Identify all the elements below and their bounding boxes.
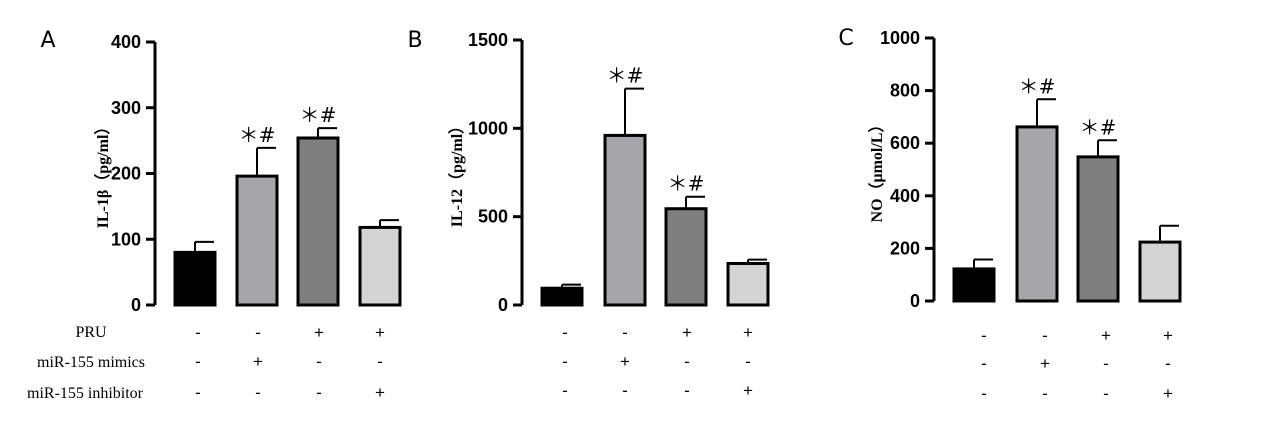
bar (1076, 155, 1120, 303)
condition-sign: - (195, 383, 201, 402)
y-tick-label: 200 (111, 164, 141, 184)
condition-sign: - (195, 352, 201, 371)
y-axis-label: IL-12（pg/ml） (448, 118, 466, 227)
condition-sign: + (1163, 326, 1173, 345)
y-tick-label: 300 (111, 98, 141, 118)
bar (952, 267, 996, 303)
condition-sign: - (622, 323, 628, 342)
y-tick-label: 1500 (468, 30, 508, 50)
significance-mark: ＊# (239, 123, 276, 147)
y-tick-label: 600 (890, 133, 920, 153)
panel-b: B 0 500 1000 1500 IL-12（pg/ml） ＊# ＊# - - + + - + - - - - -… (407, 28, 770, 400)
bar (173, 250, 217, 307)
condition-sign: - (684, 381, 690, 400)
bar (603, 133, 647, 307)
condition-sign: + (1163, 384, 1173, 403)
condition-row-label: miR-155 mimics (37, 354, 145, 371)
condition-sign: - (981, 384, 987, 403)
condition-sign: + (375, 323, 385, 342)
significance-mark: ＊# (1019, 74, 1056, 98)
condition-sign: - (1042, 326, 1048, 345)
condition-sign: - (195, 323, 201, 342)
y-tick-label: 400 (890, 186, 920, 206)
y-tick-label: 400 (111, 32, 141, 52)
bar (358, 225, 402, 307)
condition-row-label: PRU (75, 324, 107, 341)
y-tick-label: 500 (478, 207, 508, 227)
bar (1138, 240, 1182, 303)
significance-mark: ＊# (300, 103, 337, 127)
y-axis-label: IL-1β（pg/ml） (94, 119, 112, 229)
bar (664, 207, 708, 307)
panel-a: A 0 100 200 300 400 IL-1β（pg/ml） ＊# ＊# - - + + - + - - - -… (40, 28, 402, 402)
condition-sign: - (1042, 384, 1048, 403)
condition-sign: - (981, 354, 987, 373)
significance-mark: ＊# (1080, 115, 1117, 139)
condition-sign: + (314, 323, 324, 342)
condition-sign: - (745, 352, 751, 371)
panel-letter: B (407, 28, 422, 53)
condition-sign: + (1101, 326, 1111, 345)
y-tick-label: 200 (890, 238, 920, 258)
condition-sign: - (562, 352, 568, 371)
y-tick-label: 800 (890, 81, 920, 101)
condition-sign: - (316, 383, 322, 402)
significance-mark: ＊# (607, 64, 644, 88)
panel-c: C 0 200 400 600 800 1000 NO（μmol/L） ＊# ＊# - - + + - + - -… (838, 26, 1182, 403)
condition-sign: - (562, 381, 568, 400)
condition-sign: - (255, 323, 261, 342)
y-tick-label: 1000 (468, 118, 508, 138)
condition-sign: + (682, 323, 692, 342)
bar (540, 286, 584, 307)
y-tick-label: 0 (910, 291, 920, 311)
y-tick-label: 0 (131, 295, 141, 315)
y-axis-label: NO（μmol/L） (868, 117, 886, 223)
condition-sign: - (1103, 354, 1109, 373)
bar (1015, 125, 1059, 303)
condition-sign: - (255, 383, 261, 402)
significance-mark: ＊# (668, 172, 705, 196)
condition-sign: + (743, 323, 753, 342)
y-tick-label: 100 (111, 229, 141, 249)
condition-sign: - (377, 352, 383, 371)
condition-sign: - (622, 381, 628, 400)
condition-sign: - (1165, 354, 1171, 373)
condition-sign: + (375, 383, 385, 402)
condition-row-label: miR-155 inhibitor (27, 385, 144, 402)
condition-sign: - (981, 326, 987, 345)
condition-sign: - (684, 352, 690, 371)
bar (296, 136, 340, 307)
y-tick-label: 0 (498, 295, 508, 315)
condition-sign: + (620, 352, 630, 371)
condition-sign: + (743, 381, 753, 400)
condition-sign: + (253, 352, 263, 371)
panel-letter: C (838, 26, 853, 51)
condition-sign: + (1040, 354, 1050, 373)
bar (726, 261, 770, 307)
condition-sign: - (316, 352, 322, 371)
condition-sign: - (1103, 384, 1109, 403)
panel-letter: A (40, 28, 55, 53)
condition-sign: - (562, 323, 568, 342)
y-tick-label: 1000 (880, 28, 920, 48)
bar (235, 174, 279, 307)
